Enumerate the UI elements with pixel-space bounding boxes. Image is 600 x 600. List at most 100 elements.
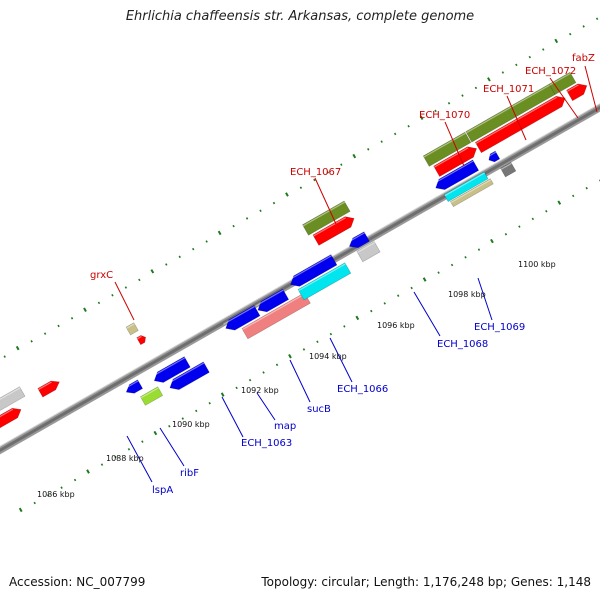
gene-shape: [241, 292, 311, 340]
gene-highlight: [357, 241, 376, 253]
tick-mark: [595, 17, 599, 21]
gene-red-small-left: [37, 380, 60, 398]
tick-mark: [313, 178, 316, 182]
leader-ech-1067: [314, 177, 337, 225]
tick-mark: [528, 55, 531, 59]
label-leaders: [114, 65, 598, 483]
tick-mark: [316, 340, 319, 344]
tick-mark: [178, 255, 181, 259]
gene-highlight: [136, 335, 142, 340]
leader-ech-1069: [477, 277, 493, 321]
tick-mark: [557, 200, 562, 205]
tick-mark: [150, 269, 155, 274]
tick-mark: [515, 63, 518, 67]
gene-grxc: [125, 322, 139, 336]
tick-mark: [410, 286, 413, 290]
tick-mark: [501, 71, 505, 74]
tick-mark: [569, 32, 572, 36]
gene-shape: [433, 146, 477, 177]
tick-mark: [124, 286, 128, 289]
tick-mark: [3, 355, 6, 358]
gene-ribf: [167, 361, 210, 390]
tick-mark: [545, 209, 548, 213]
tick-mark: [326, 171, 330, 174]
tick-mark: [205, 240, 208, 243]
tick-mark: [15, 345, 20, 351]
gene-highlight: [0, 408, 14, 434]
tick-mark: [474, 86, 478, 90]
gene-shape: [422, 131, 472, 167]
gene-lspa: [139, 386, 164, 406]
tick-mark: [275, 363, 279, 367]
tick-mark: [554, 38, 559, 44]
gene-ech-1071-red: [474, 95, 566, 154]
tick-mark: [572, 194, 575, 198]
gene-shape: [136, 335, 146, 346]
tick-mark: [141, 440, 144, 443]
gene-shape: [0, 407, 22, 442]
tick-mark: [208, 401, 211, 405]
kbp-tick-label: 1100 kbp: [518, 260, 556, 269]
tick-mark: [531, 217, 535, 221]
gene-ech-1067: [302, 200, 351, 236]
leader-fabz: [584, 65, 598, 113]
genome-summary-text: Topology: circular; Length: 1,176,248 bp…: [261, 575, 591, 589]
gene-shape: [125, 379, 144, 394]
tick-mark: [114, 455, 117, 459]
gene-map-blue: [255, 288, 290, 313]
tick-mark: [86, 469, 90, 474]
tick-mark: [73, 478, 77, 482]
leader-ribf: [159, 427, 185, 467]
tick-mark: [367, 148, 370, 151]
tick-mark: [422, 277, 427, 282]
gene-label-ech-1066: ECH_1066: [337, 384, 388, 395]
gene-shape: [548, 71, 577, 95]
tick-mark: [33, 501, 36, 505]
gene-shape: [566, 83, 588, 102]
kbp-tick-label: 1094 kbp: [309, 352, 347, 361]
gene-label-ech-1070: ECH_1070: [419, 110, 470, 121]
tick-mark: [127, 448, 131, 451]
gene-blue-lspa: [124, 379, 144, 394]
gene-shape: [435, 159, 480, 190]
gene-shape: [348, 231, 370, 249]
leader-ech-1071: [506, 95, 527, 141]
gene-label-sucb: sucB: [307, 404, 331, 415]
gene-label-ech-1069: ECH_1069: [474, 322, 525, 333]
tick-mark: [220, 392, 225, 397]
tick-mark: [464, 256, 467, 259]
gene-shape: [37, 380, 60, 398]
gene-label-ech-1072: ECH_1072: [525, 66, 576, 77]
gene-blue-ribf-up: [151, 356, 191, 383]
gene-highlight: [346, 232, 365, 244]
tick-mark: [232, 224, 235, 228]
tick-mark: [383, 302, 386, 305]
gene-label-ech-1071: ECH_1071: [483, 84, 534, 95]
gene-ech-1066-blue: [346, 231, 370, 249]
tick-mark: [70, 316, 74, 320]
gene-highlight: [223, 305, 255, 325]
gene-shape: [312, 216, 355, 246]
leader-ech-1070: [444, 121, 465, 167]
gene-label-ech-1068: ECH_1068: [437, 339, 488, 350]
reverse-gene-labels: lspA ribF ECH_1063 map sucB ECH_1066 ECH…: [152, 322, 525, 496]
leader-grxc: [114, 281, 135, 321]
gene-ech-1070a: [422, 131, 472, 167]
tick-mark: [181, 417, 184, 420]
tick-mark: [397, 294, 400, 297]
gene-sucb-blue: [287, 254, 338, 287]
gene-highlight: [566, 84, 579, 92]
kbp-tick-label: 1098 kbp: [448, 290, 486, 299]
inner-tick-guide: [18, 179, 600, 513]
tick-mark: [262, 371, 265, 374]
gene-highlight: [140, 387, 159, 399]
tick-guides: [3, 17, 600, 513]
gene-highlight: [124, 380, 139, 390]
gene-features: [0, 71, 588, 442]
tick-mark: [18, 507, 23, 513]
tick-mark: [111, 293, 114, 297]
tick-mark: [302, 348, 306, 351]
gene-ech-1063: [241, 292, 311, 340]
gene-highlight: [151, 357, 186, 378]
tick-mark: [437, 271, 440, 274]
